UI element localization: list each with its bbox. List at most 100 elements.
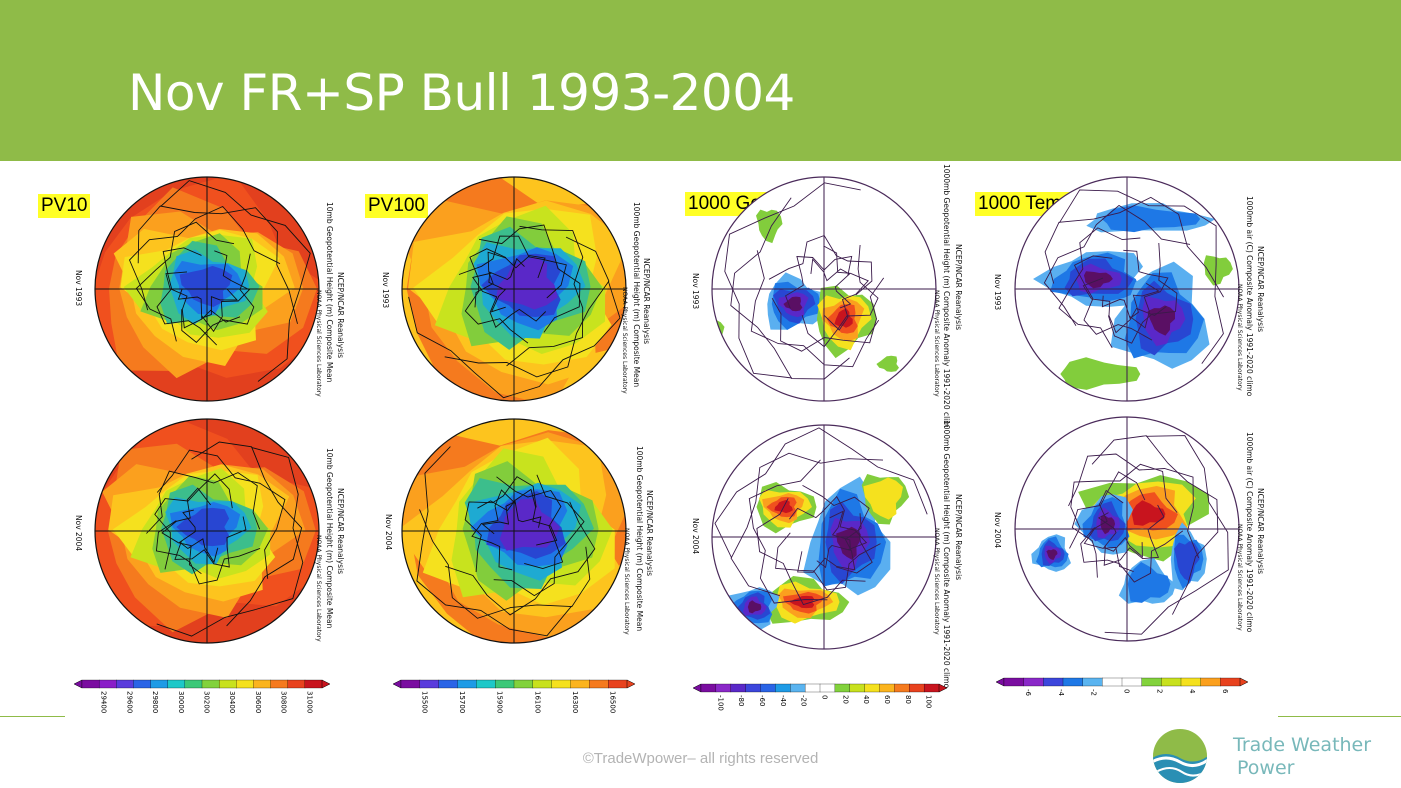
map-source: NCEP/NCAR Reanalysis	[1256, 246, 1265, 333]
slide-title: Nov FR+SP Bull 1993-2004	[128, 64, 795, 122]
map-description: 1000mb Geopotential Height (m) Composite…	[942, 420, 951, 689]
colorbar-swatch	[167, 679, 186, 689]
map-lab: NOAA Physical Sciences Laboratory	[621, 287, 628, 394]
map-year-caption: Nov 2004	[691, 518, 700, 555]
colorbar-tick-label: 40	[862, 695, 870, 704]
map-border	[711, 424, 937, 650]
colorbar-temp: -6 -4 -2 0 2 4 6	[995, 676, 1249, 725]
divider-left	[0, 716, 65, 717]
colorbar-swatch	[551, 679, 571, 689]
colorbar-tick-label: 15900	[496, 691, 504, 713]
colorbar-swatch	[879, 683, 895, 693]
colorbar-swatch	[98, 679, 117, 689]
colorbar-tick-label: 0	[1123, 689, 1131, 693]
colorbar-swatch	[1023, 677, 1044, 687]
map-pv100-2004	[397, 414, 631, 648]
map-source: NCEP/NCAR Reanalysis	[645, 490, 654, 577]
colorbar-swatch	[1003, 677, 1025, 687]
map-field	[1015, 417, 1239, 641]
colorbar-swatch	[923, 683, 940, 693]
map-description: 100mb Geopotential Height (m) Composite …	[635, 446, 644, 632]
colorbar-swatch	[849, 683, 866, 693]
map-lab: NOAA Physical Sciences Laboratory	[933, 528, 940, 635]
map-source: NCEP/NCAR Reanalysis	[1256, 488, 1265, 575]
map-border	[1014, 416, 1240, 642]
map-field	[402, 419, 626, 643]
map-year-caption: Nov 1993	[691, 273, 700, 310]
colorbar-swatch	[236, 679, 254, 689]
colorbar-swatch	[775, 683, 791, 693]
colorbar-tick-label: 15700	[458, 691, 466, 713]
map-field	[95, 419, 319, 643]
map-field	[712, 425, 936, 649]
map-lab: NOAA Physical Sciences Laboratory	[1236, 284, 1243, 391]
map-description: 1000mb air (C) Composite Anomaly 1991-20…	[1245, 432, 1254, 633]
map-pv10-2004	[90, 414, 324, 648]
coastline-lines	[146, 441, 304, 637]
colorbar-swatch	[270, 679, 289, 689]
colorbar-swatch	[745, 683, 761, 693]
map-field	[95, 177, 319, 401]
colorbar-swatch	[253, 679, 272, 689]
colorbar-tick-label: 16300	[571, 691, 579, 713]
colorbar-swatch	[834, 683, 851, 693]
colorbar-tick-label: 100	[925, 695, 933, 708]
map-year-caption: Nov 2004	[384, 514, 393, 551]
map-lab: NOAA Physical Sciences Laboratory	[1236, 524, 1243, 631]
map-lab: NOAA Physical Sciences Laboratory	[315, 290, 322, 397]
map-pv10-1993	[90, 172, 324, 406]
colorbar-tick-label: 80	[904, 695, 912, 704]
copyright-text: ©TradeWpower– all rights reserved	[582, 750, 819, 767]
colorbar-tick-label: -40	[779, 695, 787, 706]
colorbar-tick-label: 30200	[203, 691, 211, 713]
map-temp-2004	[1010, 412, 1244, 646]
colorbar-swatch	[715, 683, 732, 693]
colorbar-tick-label: 16100	[533, 691, 541, 713]
title-bar: Nov FR+SP Bull 1993-2004	[0, 0, 1401, 161]
colorbar-tick-label: -20	[800, 695, 808, 706]
map-year-caption: Nov 1993	[381, 272, 390, 309]
map-geopot-2004	[707, 420, 941, 654]
divider-right	[1278, 716, 1401, 717]
colorbar-swatch	[1121, 677, 1143, 687]
colorbar-swatch	[909, 683, 925, 693]
brand-line-2: Power	[1237, 757, 1295, 779]
map-description: 1000mb Geopotential Height (m) Composite…	[942, 164, 951, 428]
colorbar-tick-label: 15500	[420, 691, 428, 713]
colorbar-swatch	[532, 679, 553, 689]
colorbar-tick-label: 29600	[125, 691, 133, 713]
colorbar-tick-label: -2	[1090, 689, 1098, 696]
colorbar-swatch	[894, 683, 910, 693]
colorbar-swatch	[1062, 677, 1084, 687]
colorbar-swatch	[150, 679, 169, 689]
colorbar-tick-label: -4	[1057, 689, 1065, 697]
map-border	[401, 176, 627, 402]
colorbar-swatch	[864, 683, 880, 693]
map-source: NCEP/NCAR Reanalysis	[336, 272, 345, 359]
colorbar-swatch	[218, 679, 237, 689]
colorbar-swatch	[804, 683, 821, 693]
map-description: 10mb Geopotential Height (m) Composite M…	[325, 448, 334, 629]
map-geopot-1993	[707, 172, 941, 406]
map-field	[402, 177, 626, 401]
map-lab: NOAA Physical Sciences Laboratory	[623, 528, 630, 635]
colorbar-swatch	[570, 679, 590, 689]
colorbar-tick-label: 30400	[228, 691, 236, 713]
map-border	[94, 176, 320, 402]
colorbar-geopot: -100 -80 -60 -40 -20 0 20 40 60 80 100	[692, 682, 948, 731]
colorbar-swatch	[133, 679, 152, 689]
colorbar-tick-label: -80	[737, 695, 745, 706]
colorbar-tick-label: 30000	[177, 691, 185, 713]
colorbar-swatch	[589, 679, 609, 689]
colorbar-swatch	[1200, 677, 1221, 687]
colorbar-swatch	[201, 679, 220, 689]
map-temp-1993	[1010, 172, 1244, 406]
colorbar-swatch	[476, 679, 496, 689]
colorbar-swatch	[608, 679, 628, 689]
colorbar-tick-label: 30600	[254, 691, 262, 713]
map-year-caption: Nov 1993	[993, 274, 1002, 311]
map-lab: NOAA Physical Sciences Laboratory	[933, 290, 940, 397]
colorbar-tick-label: -100	[716, 695, 724, 711]
map-description: 1000mb air (C) Composite Anomaly 1991-20…	[1245, 196, 1254, 397]
colorbar-tick-label: 30800	[280, 691, 288, 713]
